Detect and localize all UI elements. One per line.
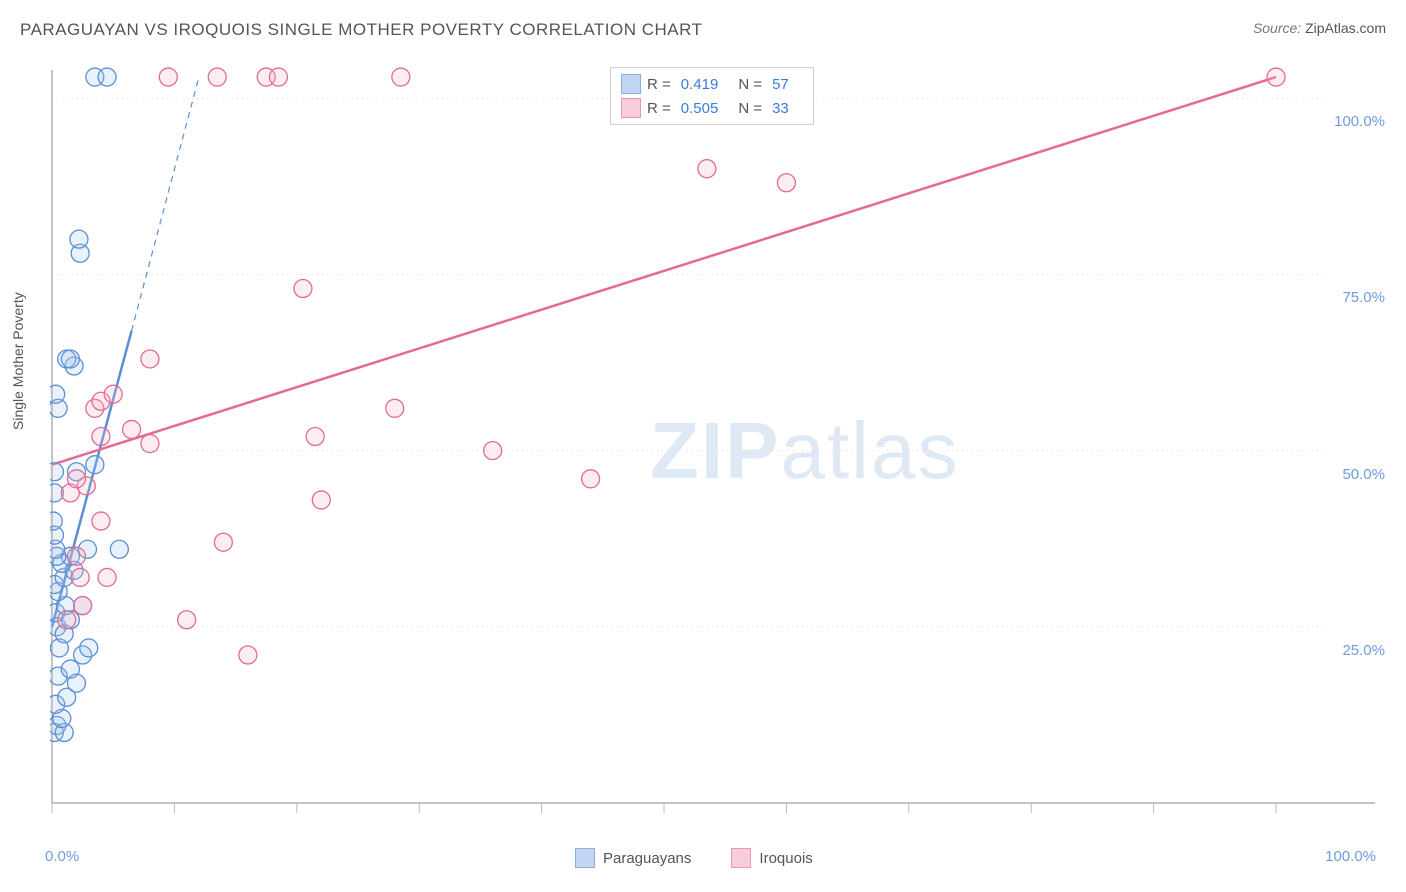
legend-series-label: Paraguayans [603, 850, 691, 867]
x-tick-left: 0.0% [45, 848, 79, 865]
legend-r-value: 0.419 [681, 76, 719, 93]
legend-swatch [621, 74, 641, 94]
y-tick-label: 100.0% [1325, 113, 1385, 130]
legend-n-value: 57 [772, 76, 789, 93]
y-tick-label: 25.0% [1325, 642, 1385, 659]
source-value: ZipAtlas.com [1305, 20, 1386, 36]
y-tick-label: 75.0% [1325, 289, 1385, 306]
legend-series: Paraguayans Iroquois [575, 848, 813, 868]
legend-stat-row: R = 0.419 N = 57 [621, 72, 803, 96]
y-tick-label: 50.0% [1325, 466, 1385, 483]
source-label: Source: [1253, 20, 1301, 36]
legend-n-label: N = [738, 100, 762, 117]
chart-title: PARAGUAYAN VS IROQUOIS SINGLE MOTHER POV… [20, 20, 702, 39]
y-axis-label: Single Mother Poverty [10, 292, 26, 430]
legend-r-label: R = [647, 76, 671, 93]
source-attribution: Source: ZipAtlas.com [1253, 20, 1386, 36]
legend-n-label: N = [738, 76, 762, 93]
legend-n-value: 33 [772, 100, 789, 117]
legend-r-value: 0.505 [681, 100, 719, 117]
legend-swatch [621, 98, 641, 118]
legend-swatch [575, 848, 595, 868]
legend-series-item: Iroquois [731, 848, 812, 868]
legend-r-label: R = [647, 100, 671, 117]
legend-stat-row: R = 0.505 N = 33 [621, 96, 803, 120]
scatter-plot-svg [50, 55, 1380, 815]
plot-area: ZIPatlas 25.0%50.0%75.0%100.0% R =0.419N… [50, 55, 1380, 815]
legend-swatch [731, 848, 751, 868]
x-tick-right: 100.0% [1325, 848, 1376, 865]
legend-series-label: Iroquois [759, 850, 812, 867]
legend-series-item: Paraguayans [575, 848, 691, 868]
legend-stats: R = 0.419 N = 57 R = 0.505 N = 33 [610, 67, 814, 125]
